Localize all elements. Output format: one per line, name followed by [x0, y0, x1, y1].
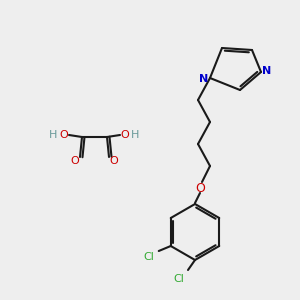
- Text: O: O: [60, 130, 68, 140]
- Text: O: O: [70, 156, 80, 166]
- Text: N: N: [262, 66, 272, 76]
- Text: H: H: [131, 130, 139, 140]
- Text: Cl: Cl: [143, 252, 154, 262]
- Text: Cl: Cl: [174, 274, 184, 284]
- Text: H: H: [49, 130, 57, 140]
- Text: O: O: [121, 130, 129, 140]
- Text: O: O: [195, 182, 205, 194]
- Text: O: O: [110, 156, 118, 166]
- Text: N: N: [200, 74, 208, 84]
